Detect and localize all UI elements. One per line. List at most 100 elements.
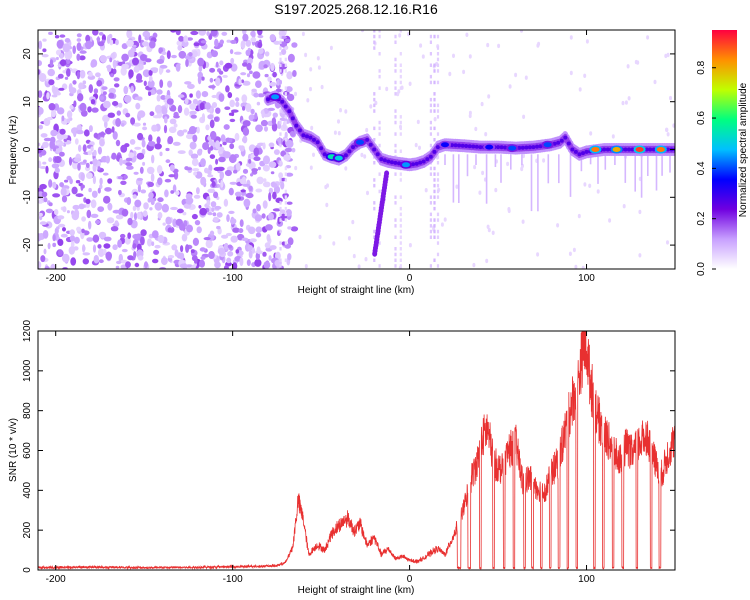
noise-blob xyxy=(45,165,49,174)
streak-segment xyxy=(399,195,402,199)
noise-blob xyxy=(63,138,68,143)
streak-segment xyxy=(279,264,282,268)
noise-blob xyxy=(230,39,237,44)
noise-dot xyxy=(497,43,501,49)
noise-blob xyxy=(114,83,120,88)
streak-segment xyxy=(399,235,402,239)
noise-blob xyxy=(197,149,203,156)
snr-x-tick-label: 0 xyxy=(407,574,413,585)
noise-blob xyxy=(54,167,60,174)
streak-segment xyxy=(436,264,440,268)
noise-blob xyxy=(192,98,198,105)
streak-segment xyxy=(284,63,287,67)
noise-blob xyxy=(101,86,108,90)
noise-blob xyxy=(164,189,169,198)
noise-blob xyxy=(185,58,189,68)
ridge-center xyxy=(581,151,585,156)
ridge-center xyxy=(499,145,504,150)
streak-segment xyxy=(429,103,432,108)
noise-blob xyxy=(287,226,292,230)
noise-blob xyxy=(262,251,267,257)
noise-blob xyxy=(91,107,99,113)
noise-blob xyxy=(71,186,78,195)
streak-segment xyxy=(378,120,381,125)
noise-blob xyxy=(95,72,101,78)
noise-blob xyxy=(133,65,140,73)
noise-blob xyxy=(92,175,96,185)
ridge-center xyxy=(393,160,398,165)
noise-blob xyxy=(272,71,277,78)
streak-segment xyxy=(378,30,381,33)
snr-y-label: SNR (10 * v/v) xyxy=(8,418,19,482)
noise-blob xyxy=(198,65,203,72)
noise-dot xyxy=(487,227,491,233)
noise-blob xyxy=(269,34,276,41)
noise-blob xyxy=(57,249,63,256)
noise-blob xyxy=(167,255,175,259)
noise-blob xyxy=(204,102,211,110)
noise-blob xyxy=(253,147,260,157)
streak-segment xyxy=(433,80,436,85)
noise-blob xyxy=(90,99,96,105)
colorbar-tick-label: 0.6 xyxy=(696,111,707,125)
noise-blob xyxy=(257,30,263,36)
noise-blob xyxy=(38,212,43,217)
noise-dot xyxy=(452,53,455,58)
noise-blob xyxy=(112,209,121,214)
noise-blob xyxy=(267,107,276,111)
noise-blob xyxy=(173,171,179,180)
ridge-center xyxy=(322,152,327,157)
streak-segment xyxy=(436,155,440,159)
noise-blob xyxy=(220,134,226,143)
streak-segment xyxy=(433,178,436,182)
streak-segment xyxy=(429,74,432,79)
noise-blob xyxy=(265,224,273,231)
noise-blob xyxy=(80,172,85,182)
streak-segment xyxy=(433,69,436,73)
noise-blob xyxy=(257,166,261,171)
spectrogram-y-label: Frequency (Hz) xyxy=(8,116,19,185)
noise-blob xyxy=(134,199,142,208)
noise-blob xyxy=(125,261,131,268)
noise-blob xyxy=(142,41,149,47)
noise-blob xyxy=(89,161,94,165)
noise-blob xyxy=(229,49,234,55)
streak-segment xyxy=(394,92,397,96)
noise-dot xyxy=(506,161,510,167)
streak-segment xyxy=(429,224,432,228)
noise-blob xyxy=(160,95,166,100)
noise-dot xyxy=(418,145,421,150)
streak-segment xyxy=(433,126,436,131)
noise-blob xyxy=(242,120,251,127)
noise-blob xyxy=(69,104,74,110)
streak-segment xyxy=(436,161,440,165)
streak-segment xyxy=(433,63,436,67)
noise-blob xyxy=(210,207,215,213)
noise-blob xyxy=(90,199,97,209)
noise-blob xyxy=(68,246,76,255)
noise-blob xyxy=(248,185,253,191)
spectrogram-y-tick-label: 10 xyxy=(22,96,33,108)
noise-blob xyxy=(226,39,232,43)
noise-blob xyxy=(139,166,144,174)
noise-blob xyxy=(268,187,274,194)
noise-blob xyxy=(57,107,65,115)
noise-blob xyxy=(285,172,294,177)
noise-blob xyxy=(130,211,134,219)
streak-segment xyxy=(399,63,402,67)
noise-blob xyxy=(190,114,197,119)
snr-x-ticks: -200 -100 0 100 xyxy=(46,331,595,585)
spectrogram-x-label: Height of straight line (km) xyxy=(298,285,415,296)
noise-blob xyxy=(185,133,194,140)
noise-blob xyxy=(198,30,207,36)
noise-blob xyxy=(256,176,264,185)
noise-dot xyxy=(611,134,615,139)
noise-blob xyxy=(169,164,175,172)
noise-blob xyxy=(211,102,218,108)
noise-blob xyxy=(47,242,51,250)
noise-blob xyxy=(268,212,274,221)
noise-dot xyxy=(351,219,355,225)
streak-segment xyxy=(394,63,397,67)
noise-blob xyxy=(247,226,256,235)
noise-dot xyxy=(414,142,418,148)
